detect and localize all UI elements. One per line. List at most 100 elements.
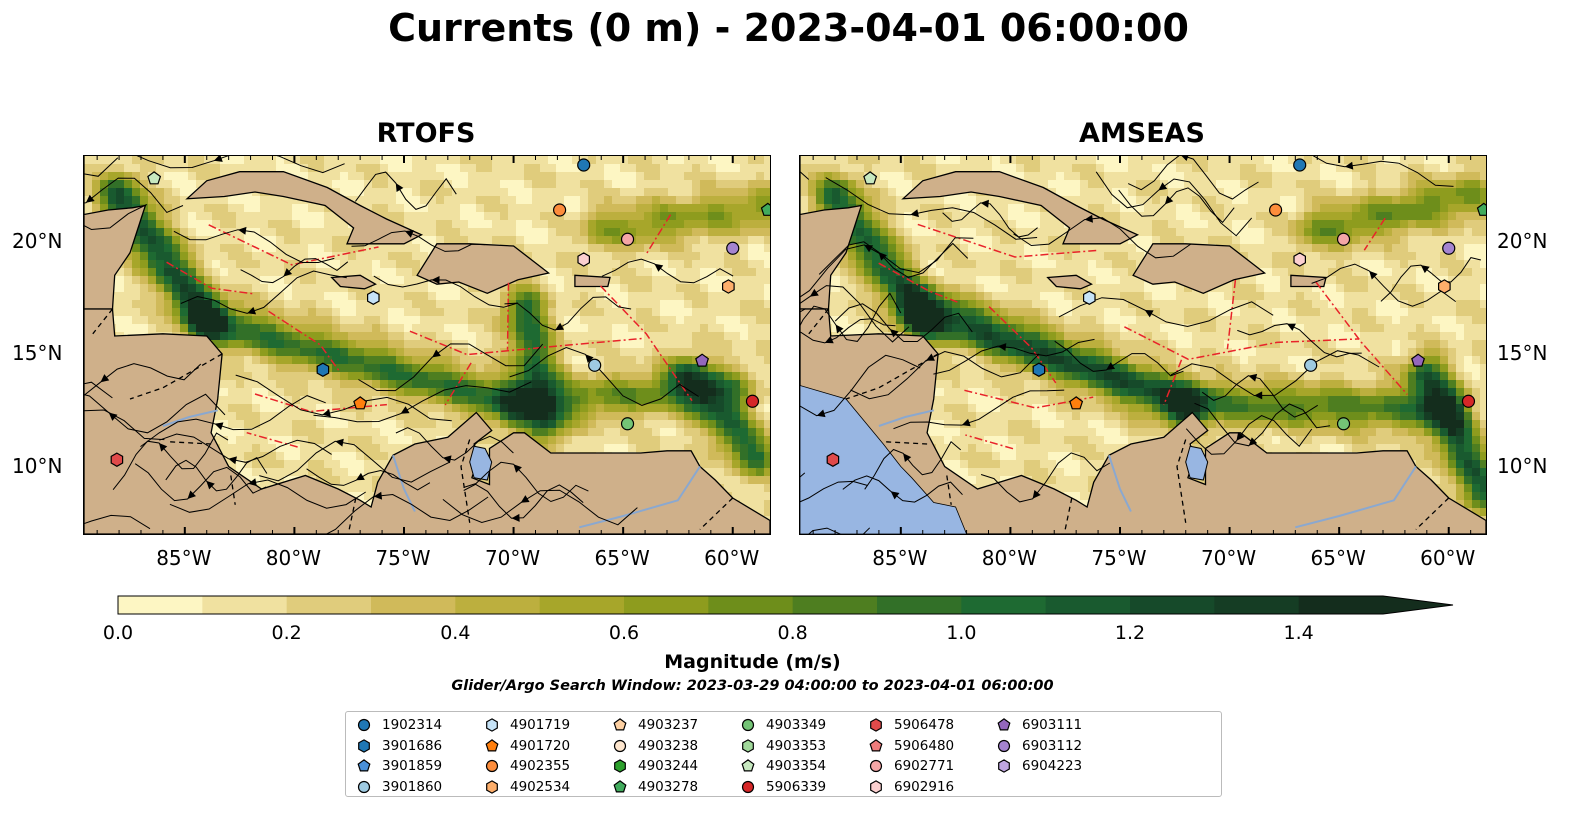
legend-label: 4903244: [638, 758, 699, 774]
float-marker-6902916[interactable]: [1293, 252, 1306, 267]
legend-item: 4903349: [740, 715, 826, 735]
float-marker-4903278[interactable]: [760, 202, 771, 216]
eez-boundaries: [166, 214, 693, 448]
legend-label: 6902771: [894, 758, 955, 774]
float-marker-6902916[interactable]: [577, 252, 590, 267]
circle-marker-icon[interactable]: [741, 718, 755, 732]
float-marker-4902534[interactable]: [1438, 279, 1451, 294]
colorbar-segment: [1045, 596, 1131, 614]
legend-label: 4902355: [510, 758, 571, 774]
float-marker-3901686[interactable]: [1032, 362, 1046, 377]
float-marker-6902771[interactable]: [1336, 232, 1351, 246]
float-marker-3901860[interactable]: [1304, 358, 1318, 372]
float-marker-4903349[interactable]: [620, 417, 635, 431]
hexagon-marker-icon[interactable]: [870, 718, 882, 732]
circle-marker-icon[interactable]: [997, 739, 1011, 752]
hexagon-marker-icon[interactable]: [486, 779, 498, 794]
lon-tick-label: 70°W: [1200, 546, 1257, 570]
lat-tick-label-left: 10°N: [12, 453, 63, 478]
panel-title-rtofs: RTOFS: [376, 118, 476, 149]
hexagon-marker-icon[interactable]: [742, 738, 754, 753]
float-marker-4901720[interactable]: [1069, 396, 1084, 410]
float-marker-5906478[interactable]: [110, 452, 124, 467]
float-marker-4903349[interactable]: [1336, 417, 1351, 431]
search-window-text: Glider/Argo Search Window: 2023-03-29 04…: [451, 678, 1054, 694]
legend-item: 6903112: [996, 736, 1082, 756]
colorbar-tick-label: 0.6: [608, 622, 640, 644]
figure-title: Currents (0 m) - 2023-04-01 06:00:00: [388, 6, 1189, 50]
float-marker-4901720[interactable]: [353, 396, 368, 410]
pentagon-marker-icon[interactable]: [357, 759, 371, 772]
float-marker-4903354[interactable]: [147, 171, 162, 185]
pentagon-marker-icon[interactable]: [613, 779, 627, 792]
float-marker-1902314[interactable]: [1293, 158, 1307, 172]
rtofs-map[interactable]: [83, 155, 771, 535]
float-marker-6902771[interactable]: [620, 232, 635, 246]
colorbar-segment: [539, 596, 625, 614]
legend-label: 4903238: [638, 737, 699, 754]
hexagon-marker-icon[interactable]: [486, 718, 498, 732]
panel-title-amseas: AMSEAS: [1079, 118, 1205, 149]
float-marker-4903278[interactable]: [1476, 202, 1487, 216]
circle-marker-icon[interactable]: [485, 759, 499, 773]
legend-label: 4903278: [638, 778, 699, 795]
float-marker-1902314[interactable]: [577, 158, 591, 172]
lon-tick-label: 60°W: [1420, 546, 1476, 570]
circle-marker-icon[interactable]: [869, 759, 883, 773]
lat-tick-label-right: 20°N: [1497, 228, 1548, 253]
lon-tick-label: 60°W: [704, 546, 760, 570]
pentagon-marker-icon[interactable]: [485, 738, 499, 751]
float-marker-4902534[interactable]: [722, 279, 735, 294]
circle-marker-icon[interactable]: [357, 780, 371, 793]
legend-label: 6904223: [1022, 758, 1083, 774]
pentagon-marker-icon[interactable]: [613, 718, 627, 731]
colorbar-segment: [1214, 596, 1300, 614]
legend-item: 4902534: [484, 777, 570, 797]
lake-maracaibo: [1185, 445, 1209, 481]
float-marker-3901686[interactable]: [316, 362, 330, 377]
colorbar-segment: [371, 596, 456, 614]
circle-marker-icon[interactable]: [357, 718, 371, 732]
colorbar-segment: [792, 596, 878, 614]
float-marker-4902355[interactable]: [552, 203, 567, 217]
hexagon-marker-icon[interactable]: [614, 759, 626, 773]
float-marker-4903354[interactable]: [863, 171, 878, 185]
pentagon-marker-icon[interactable]: [869, 738, 883, 751]
pentagon-marker-icon[interactable]: [741, 759, 755, 772]
colorbar-tick-label: 0.0: [102, 622, 134, 644]
float-marker-6903112[interactable]: [726, 241, 740, 255]
hexagon-marker-icon[interactable]: [358, 738, 370, 753]
float-marker-6903112[interactable]: [1442, 241, 1456, 255]
float-marker-3901860[interactable]: [588, 358, 602, 372]
legend-item: 5906339: [740, 777, 826, 797]
hexagon-marker-icon[interactable]: [998, 759, 1010, 773]
lat-tick-label-left: 20°N: [12, 228, 63, 253]
legend-item: 3901859: [356, 756, 442, 776]
colorbar-segment: [118, 596, 203, 614]
lat-tick-label-right: 10°N: [1497, 453, 1548, 478]
float-marker-4902355[interactable]: [1268, 203, 1283, 217]
colorbar-segment: [624, 596, 709, 614]
float-marker-5906339[interactable]: [745, 394, 760, 408]
float-marker-6903111[interactable]: [1411, 353, 1426, 367]
colorbar-segment: [1130, 596, 1215, 614]
circle-marker-icon[interactable]: [741, 780, 755, 793]
legend-label: 4903237: [638, 717, 699, 733]
circle-marker-icon[interactable]: [613, 739, 627, 752]
float-marker-4901719[interactable]: [367, 290, 380, 305]
legend-label: 4902534: [510, 778, 571, 795]
legend-label: 4903353: [766, 737, 827, 754]
pentagon-marker-icon[interactable]: [997, 718, 1011, 731]
colorbar-segment: [286, 596, 372, 614]
colorbar-tick-label: 0.4: [440, 622, 471, 644]
legend-label: 6902916: [894, 778, 955, 795]
land: [800, 156, 1486, 534]
float-marker-5906478[interactable]: [826, 452, 840, 467]
float-marker-5906339[interactable]: [1461, 394, 1476, 408]
legend-label: 5906339: [766, 778, 827, 795]
hexagon-marker-icon[interactable]: [870, 779, 882, 794]
amseas-map[interactable]: [799, 155, 1487, 535]
legend-item: 4903354: [740, 756, 826, 776]
float-marker-6903111[interactable]: [695, 353, 710, 367]
float-marker-4901719[interactable]: [1083, 290, 1096, 305]
